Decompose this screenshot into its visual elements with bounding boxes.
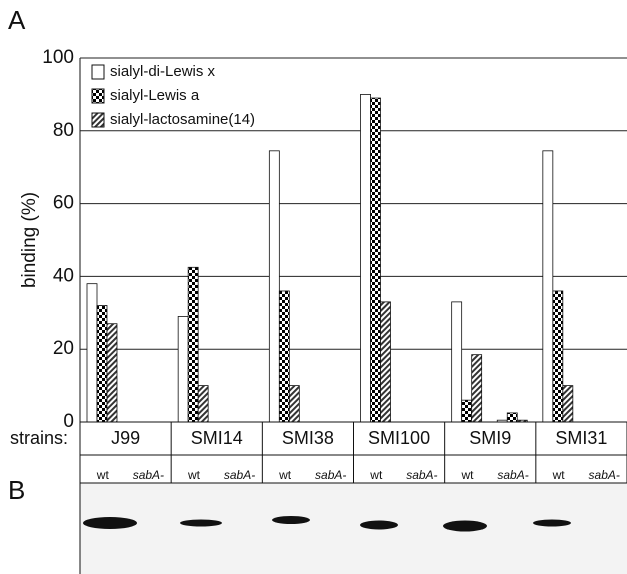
bar (371, 98, 381, 422)
legend-label: sialyl-lactosamine(14) (110, 111, 255, 128)
y-tick-label: 60 (53, 193, 74, 214)
strains-label: strains: (10, 428, 68, 448)
bar (462, 400, 472, 422)
bar (507, 413, 517, 422)
x-tick-label: wt (369, 468, 383, 482)
x-tick-label: sabA- (497, 468, 528, 482)
y-axis-label: binding (%) (19, 192, 40, 288)
legend-swatch (92, 113, 104, 127)
legend-label: sialyl-Lewis a (110, 87, 200, 104)
y-tick-label: 0 (63, 411, 74, 432)
panel-label: B (8, 475, 25, 505)
bar (543, 151, 553, 422)
bar (452, 302, 462, 422)
band (443, 521, 487, 532)
strain-label: J99 (111, 428, 140, 448)
band (272, 516, 310, 524)
strain-label: SMI100 (368, 428, 430, 448)
bar (198, 386, 208, 422)
x-tick-label: sabA- (133, 468, 164, 482)
y-tick-label: 80 (53, 120, 74, 141)
bar (381, 302, 391, 422)
band (360, 521, 398, 530)
bar (361, 94, 371, 422)
bar (563, 386, 573, 422)
band (533, 520, 571, 527)
strain-label: SMI9 (469, 428, 511, 448)
x-tick-label: wt (187, 468, 201, 482)
bar (87, 284, 97, 422)
y-tick-label: 40 (53, 265, 74, 286)
bar (269, 151, 279, 422)
band (180, 520, 222, 527)
blot (80, 483, 627, 574)
legend-label: sialyl-di-Lewis x (110, 63, 216, 80)
legend-swatch (92, 89, 104, 103)
panel-label: A (8, 5, 26, 35)
bar (553, 291, 563, 422)
bar (188, 267, 198, 422)
x-tick-label: sabA- (315, 468, 346, 482)
strain-label: SMI38 (282, 428, 334, 448)
y-tick-label: 20 (53, 338, 74, 359)
bar (178, 316, 188, 422)
x-tick-label: wt (96, 468, 110, 482)
bar (279, 291, 289, 422)
bar (107, 324, 117, 422)
legend-swatch (92, 65, 104, 79)
x-tick-label: wt (552, 468, 566, 482)
x-tick-label: sabA- (589, 468, 620, 482)
bar (97, 306, 107, 422)
strain-label: SMI31 (555, 428, 607, 448)
y-tick-label: 100 (42, 47, 74, 68)
figure: A B binding (%) strains: 0 20 40 60 80 100 J99… (0, 0, 627, 574)
x-tick-label: sabA- (406, 468, 437, 482)
x-tick-label: wt (278, 468, 292, 482)
x-tick-label: wt (460, 468, 474, 482)
bar (289, 386, 299, 422)
x-tick-label: sabA- (224, 468, 255, 482)
strain-label: SMI14 (191, 428, 243, 448)
band (83, 517, 137, 529)
bar (472, 355, 482, 422)
